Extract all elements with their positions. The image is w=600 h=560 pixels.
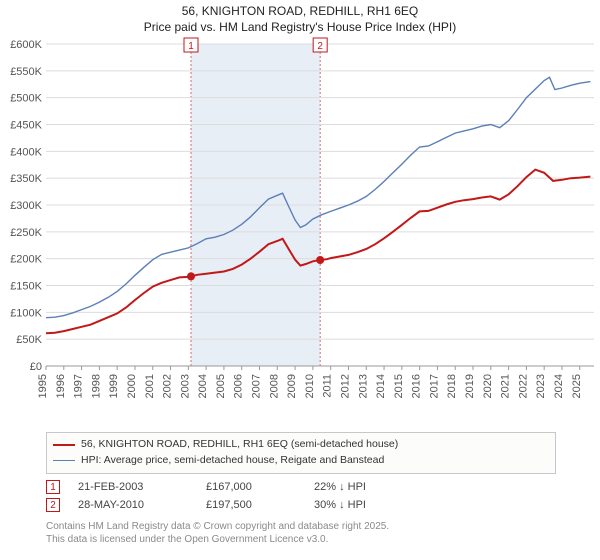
sale-price-dot (187, 272, 195, 280)
y-tick-label: £600K (10, 39, 42, 51)
x-tick-label: 2022 (517, 374, 529, 398)
x-tick-label: 2004 (197, 374, 209, 398)
x-tick-label: 2003 (179, 374, 191, 398)
footer-line1: Contains HM Land Registry data © Crown c… (46, 520, 389, 533)
x-tick-label: 2023 (535, 374, 547, 398)
footer: Contains HM Land Registry data © Crown c… (46, 520, 389, 546)
x-tick-label: 2016 (411, 374, 423, 398)
y-tick-label: £350K (10, 173, 42, 185)
event-marker-num: 2 (317, 41, 323, 52)
sale-price-dot (316, 256, 324, 264)
x-tick-label: 2025 (571, 374, 583, 398)
y-tick-label: £500K (10, 93, 42, 105)
x-tick-label: 1996 (55, 374, 67, 398)
x-tick-label: 2010 (304, 374, 316, 398)
x-tick-label: 2007 (251, 374, 263, 398)
event-price: £197,500 (206, 499, 296, 511)
x-tick-label: 1999 (108, 374, 120, 398)
x-tick-label: 2020 (482, 374, 494, 398)
x-tick-label: 2018 (446, 374, 458, 398)
legend: 56, KNIGHTON ROAD, REDHILL, RH1 6EQ (sem… (46, 432, 556, 474)
event-marker-small: 1 (46, 480, 60, 494)
legend-label: 56, KNIGHTON ROAD, REDHILL, RH1 6EQ (sem… (81, 437, 398, 453)
event-row: 2 28-MAY-2010 £197,500 30% ↓ HPI (46, 496, 434, 514)
event-price: £167,000 (206, 481, 296, 493)
event-marker-small: 2 (46, 498, 60, 512)
event-marker-num: 1 (188, 41, 194, 52)
y-tick-label: £300K (10, 200, 42, 212)
y-tick-label: £0 (30, 361, 42, 373)
event-pct: 22% ↓ HPI (314, 481, 434, 493)
chart-title: 56, KNIGHTON ROAD, REDHILL, RH1 6EQ Pric… (0, 0, 600, 35)
x-tick-label: 2013 (357, 374, 369, 398)
x-tick-label: 1995 (37, 374, 49, 398)
y-tick-label: £550K (10, 66, 42, 78)
chart: £0 £50K £100K £150K £200K £250K £300K £350K £400… (0, 36, 600, 426)
sale-events: 1 21-FEB-2003 £167,000 22% ↓ HPI 2 28-MAY-201… (46, 478, 434, 514)
x-tick-label: 2009 (286, 374, 298, 398)
y-tick-label: £150K (10, 281, 42, 293)
x-tick-label: 2008 (268, 374, 280, 398)
y-tick-label: £50K (16, 334, 42, 346)
event-date: 21-FEB-2003 (78, 481, 188, 493)
x-tick-label: 2014 (375, 374, 387, 398)
event-pct: 30% ↓ HPI (314, 499, 434, 511)
legend-label: HPI: Average price, semi-detached house,… (81, 453, 384, 469)
legend-item: HPI: Average price, semi-detached house,… (53, 453, 549, 469)
x-tick-label: 2005 (215, 374, 227, 398)
x-tick-label: 1997 (73, 374, 85, 398)
legend-swatch (53, 460, 75, 461)
x-tick-label: 2024 (553, 374, 565, 398)
x-tick-label: 2011 (322, 374, 334, 398)
y-tick-label: £100K (10, 307, 42, 319)
footer-line2: This data is licensed under the Open Gov… (46, 533, 389, 546)
legend-swatch (53, 444, 75, 446)
x-tick-label: 1998 (90, 374, 102, 398)
x-tick-label: 2015 (393, 374, 405, 398)
x-tick-label: 2017 (428, 374, 440, 398)
x-tick-label: 2000 (126, 374, 138, 398)
event-row: 1 21-FEB-2003 £167,000 22% ↓ HPI (46, 478, 434, 496)
x-tick-label: 2019 (464, 374, 476, 398)
x-tick-label: 2021 (500, 374, 512, 398)
legend-item: 56, KNIGHTON ROAD, REDHILL, RH1 6EQ (sem… (53, 437, 549, 453)
y-tick-label: £250K (10, 227, 42, 239)
x-tick-label: 2002 (162, 374, 174, 398)
event-date: 28-MAY-2010 (78, 499, 188, 511)
y-tick-label: £450K (10, 120, 42, 132)
y-tick-label: £400K (10, 146, 42, 158)
x-tick-label: 2001 (144, 374, 156, 398)
x-tick-label: 2012 (339, 374, 351, 398)
x-tick-label: 2006 (233, 374, 245, 398)
title-line1: 56, KNIGHTON ROAD, REDHILL, RH1 6EQ (0, 4, 600, 20)
title-line2: Price paid vs. HM Land Registry's House … (0, 20, 600, 36)
y-tick-label: £200K (10, 254, 42, 266)
